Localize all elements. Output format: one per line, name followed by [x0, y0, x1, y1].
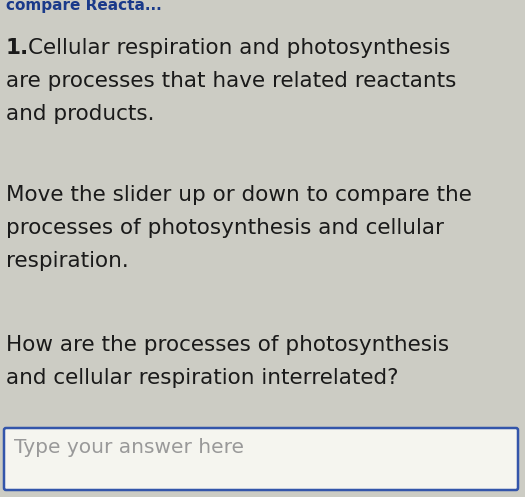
- Text: Type your answer here: Type your answer here: [14, 438, 244, 457]
- Text: compare Reacta...: compare Reacta...: [6, 0, 162, 13]
- FancyBboxPatch shape: [4, 428, 518, 490]
- Text: How are the processes of photosynthesis: How are the processes of photosynthesis: [6, 335, 449, 355]
- Text: and cellular respiration interrelated?: and cellular respiration interrelated?: [6, 368, 398, 388]
- Text: Cellular respiration and photosynthesis: Cellular respiration and photosynthesis: [28, 38, 450, 58]
- Text: 1.: 1.: [6, 38, 29, 58]
- Text: processes of photosynthesis and cellular: processes of photosynthesis and cellular: [6, 218, 444, 238]
- Text: are processes that have related reactants: are processes that have related reactant…: [6, 71, 456, 91]
- Text: respiration.: respiration.: [6, 251, 129, 271]
- Text: and products.: and products.: [6, 104, 154, 124]
- Text: Move the slider up or down to compare the: Move the slider up or down to compare th…: [6, 185, 472, 205]
